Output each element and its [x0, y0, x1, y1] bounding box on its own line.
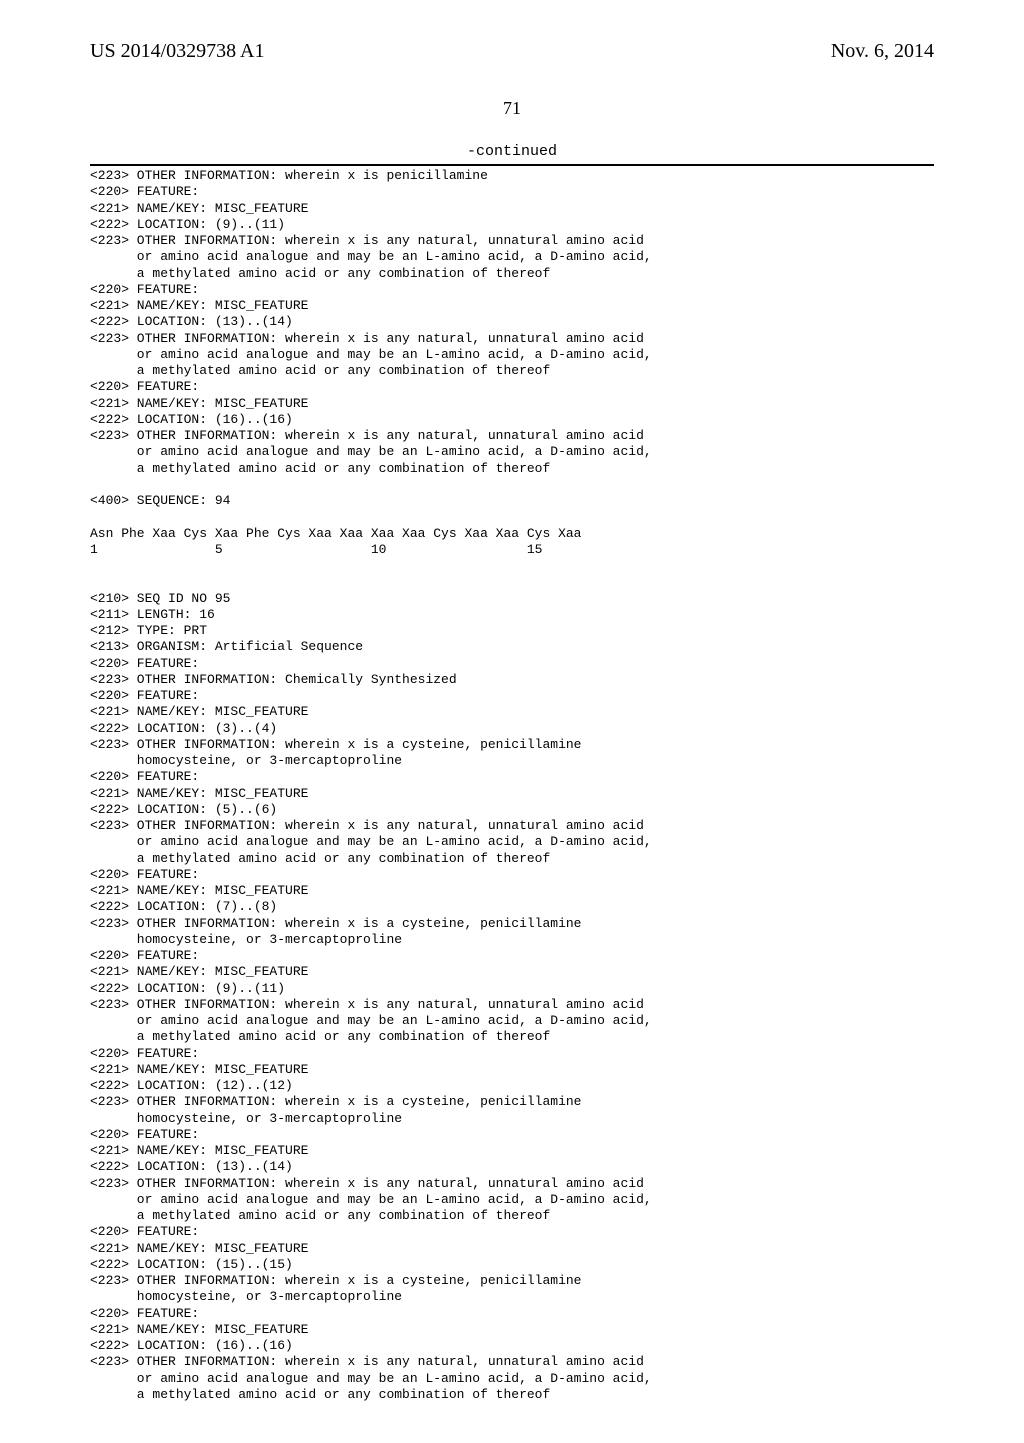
patent-page: US 2014/0329738 A1 Nov. 6, 2014 71 -cont…: [0, 0, 1024, 1443]
publication-date: Nov. 6, 2014: [831, 40, 934, 63]
continued-label: -continued: [90, 143, 934, 160]
sequence-listing: <223> OTHER INFORMATION: wherein x is pe…: [90, 168, 934, 1403]
header-row: US 2014/0329738 A1 Nov. 6, 2014: [90, 40, 934, 68]
page-number: 71: [90, 98, 934, 119]
top-rule: [90, 164, 934, 166]
publication-number: US 2014/0329738 A1: [90, 40, 264, 63]
